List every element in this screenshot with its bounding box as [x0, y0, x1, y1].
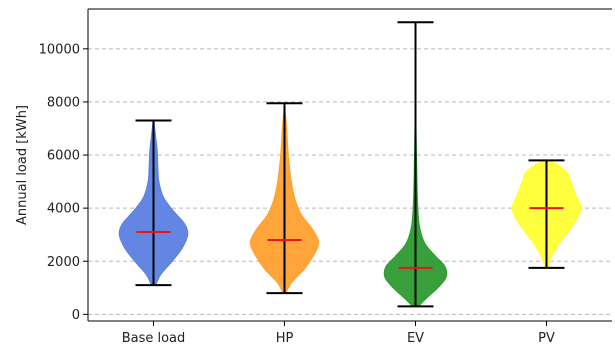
- x-tick-label: PV: [538, 331, 555, 345]
- violins: [118, 21, 582, 308]
- gridlines: [88, 48, 612, 315]
- y-tick-label: 4000: [47, 202, 80, 217]
- violin-hp: [249, 102, 320, 295]
- axes: 0 2000 4000 6000 8000 10000 Base load HP EV PV: [39, 8, 612, 345]
- y-tick-label: 0: [72, 308, 80, 323]
- violin-base-load: [118, 119, 189, 287]
- x-tick-label: EV: [407, 331, 424, 345]
- x-tick-label: Base load: [122, 331, 186, 345]
- y-tick-label: 6000: [47, 149, 80, 164]
- y-axis-title: Annual load [kWh]: [15, 105, 30, 225]
- x-tick-label: HP: [276, 331, 294, 345]
- y-tick-label: 10000: [39, 42, 80, 57]
- y-tick-label: 2000: [47, 255, 80, 270]
- y-tick-label: 8000: [47, 95, 80, 110]
- violin-ev: [383, 21, 448, 308]
- violin-pv: [511, 159, 582, 269]
